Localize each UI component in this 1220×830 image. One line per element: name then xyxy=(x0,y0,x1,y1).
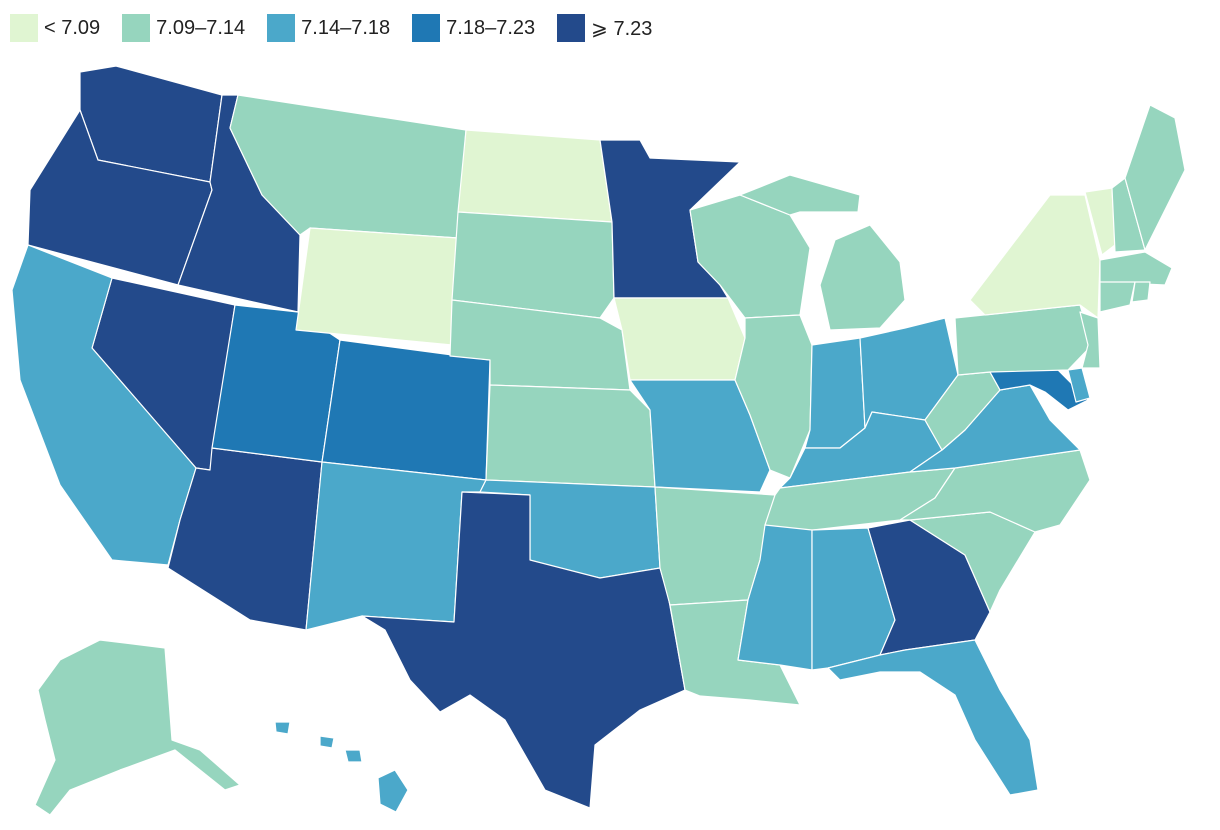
state-ND xyxy=(457,129,613,223)
state-WY xyxy=(295,227,459,346)
legend-item-bin-4: ⩾ 7.23 xyxy=(557,14,652,42)
legend-item-bin-3: 7.18–7.23 xyxy=(412,14,535,42)
state-PA xyxy=(954,304,1093,376)
state-DE xyxy=(1067,367,1091,403)
legend-item-bin-0: < 7.09 xyxy=(10,14,100,42)
state-CO xyxy=(321,339,491,481)
legend-swatch xyxy=(122,14,151,42)
legend-label: 7.09–7.14 xyxy=(156,16,246,39)
state-RI xyxy=(1131,281,1151,303)
state-HI xyxy=(377,769,409,813)
state-HI-islands xyxy=(274,721,363,763)
legend-swatch xyxy=(412,14,441,42)
state-IL xyxy=(734,314,813,479)
state-IA xyxy=(613,297,746,381)
state-KS xyxy=(485,384,656,488)
state-NC xyxy=(899,449,1091,533)
state-SD xyxy=(451,211,615,319)
state-MA xyxy=(1099,251,1173,286)
state-TX xyxy=(361,491,686,809)
legend-item-bin-1: 7.09–7.14 xyxy=(122,14,245,42)
state-CA xyxy=(11,244,197,566)
legend-swatch xyxy=(267,14,296,42)
state-CT xyxy=(1099,281,1136,313)
legend-label: ⩾ 7.23 xyxy=(591,17,653,40)
legend-swatch xyxy=(10,14,38,42)
legend-label: 7.14–7.18 xyxy=(301,16,391,39)
legend-swatch xyxy=(557,14,586,42)
state-IN xyxy=(804,337,866,449)
state-NY xyxy=(969,194,1101,319)
legend-item-bin-2: 7.14–7.18 xyxy=(267,14,390,42)
state-NJ xyxy=(1079,311,1101,369)
legend-label: < 7.09 xyxy=(44,16,101,39)
state-MI-UP xyxy=(739,174,861,216)
state-ME xyxy=(1124,104,1186,251)
state-FL xyxy=(827,639,1039,796)
legend-label: 7.18–7.23 xyxy=(446,16,536,39)
state-MI xyxy=(819,224,906,331)
state-AK xyxy=(34,639,241,816)
legend: < 7.09 7.09–7.14 7.14–7.18 7.18–7.23 ⩾ 7… xyxy=(10,14,674,42)
